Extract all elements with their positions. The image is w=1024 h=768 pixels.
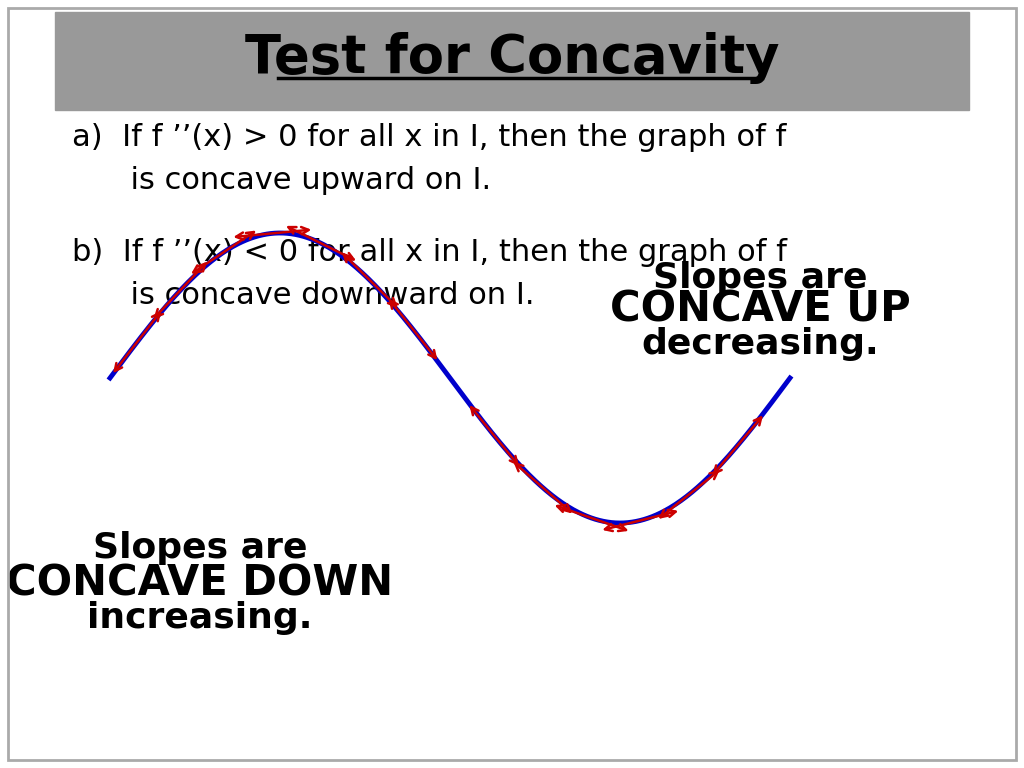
Text: Slopes are: Slopes are	[93, 531, 307, 565]
Text: CONCAVE DOWN: CONCAVE DOWN	[6, 562, 393, 604]
Text: a)  If f ’’(x) > 0 for all x in I, then the graph of f
      is concave upward o: a) If f ’’(x) > 0 for all x in I, then t…	[72, 123, 786, 195]
Text: Slopes are: Slopes are	[652, 261, 867, 295]
Text: increasing.: increasing.	[87, 601, 312, 635]
Text: b)  If f ’’(x) < 0 for all x in I, then the graph of f
      is concave downward: b) If f ’’(x) < 0 for all x in I, then t…	[72, 238, 786, 310]
Bar	[55, 12, 969, 110]
Text: decreasing.: decreasing.	[641, 327, 879, 361]
Text: Test for Concavity: Test for Concavity	[245, 32, 779, 84]
Text: CONCAVE UP: CONCAVE UP	[609, 289, 910, 331]
